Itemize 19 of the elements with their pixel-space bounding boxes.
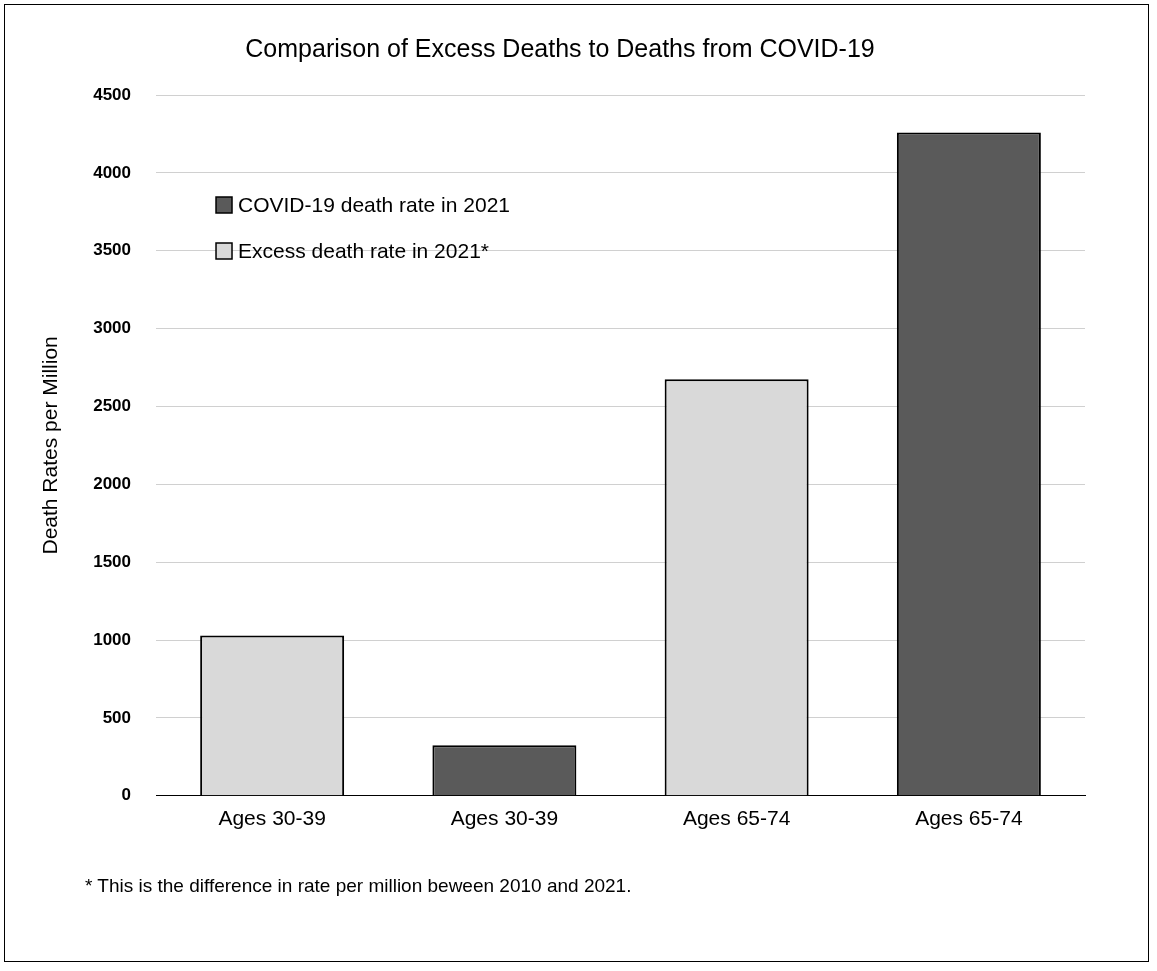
x-tick-label: Ages 65-74	[915, 806, 1023, 830]
x-tick-label: Ages 30-39	[450, 806, 559, 830]
y-tick-label: 2000	[93, 474, 132, 494]
text: * This is the difference in rate per million beween 2010 and 2021.	[85, 875, 632, 897]
y-tick-label: 1000	[93, 629, 132, 649]
x-tick-label: Ages 30-39	[218, 806, 326, 830]
chart-title: Comparison of Excess Deaths to Deaths from COVID-19	[245, 33, 875, 62]
y-tick-label: 2500	[93, 396, 132, 416]
y-tick-label: 1500	[93, 551, 132, 571]
y-tick-label: 500	[102, 707, 132, 727]
x-tick-label: Ages 65-74	[682, 806, 791, 830]
y-tick-label: 4000	[93, 162, 132, 182]
y-tick-label: 0	[121, 785, 132, 805]
y-tick-label: 3000	[93, 318, 132, 338]
y-tick-label: 4500	[93, 84, 132, 104]
legend-label: COVID-19 death rate in 2021	[238, 192, 511, 216]
y-tick-label: 3500	[93, 240, 132, 260]
y-axis-title: Death Rates per Million	[38, 336, 62, 555]
legend-label: Excess death rate in 2021*	[238, 238, 490, 262]
